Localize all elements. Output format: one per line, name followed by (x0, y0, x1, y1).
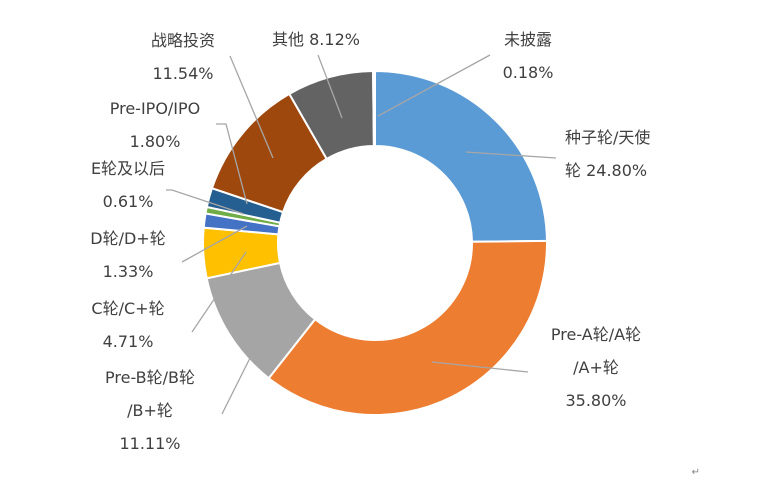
data-label-line: 1.80% (130, 132, 181, 151)
data-label-line: 轮 24.80% (565, 161, 647, 180)
data-label-line: 其他 8.12% (272, 30, 360, 49)
leader-line (166, 189, 245, 215)
leader-line (229, 55, 274, 159)
data-label: 战略投资 11.54% (151, 31, 215, 83)
data-label-line: D轮/D+轮 (90, 229, 165, 248)
data-label: 种子轮/天使轮 24.80% (565, 128, 650, 180)
leader-line (431, 361, 529, 373)
data-label-line: 0.18% (503, 63, 554, 82)
data-label-line: 种子轮/天使 (565, 128, 650, 147)
data-labels: 种子轮/天使轮 24.80% Pre-A轮/A轮/A+轮 35.80% Pre-B轮/… (90, 30, 650, 453)
data-label: Pre-A轮/A轮/A+轮 35.80% (551, 325, 641, 410)
leader-lines (166, 54, 557, 415)
donut-slice (372, 69, 376, 148)
data-label-line: C轮/C+轮 (91, 299, 164, 318)
data-label-line: 未披露 (504, 30, 552, 49)
leader-line (216, 123, 248, 205)
data-label-line: 35.80% (565, 391, 626, 410)
donut-slice (374, 69, 548, 243)
data-label-line: E轮及以后 (91, 159, 165, 178)
data-label-line: Pre-IPO/IPO (110, 99, 201, 118)
leader-line (377, 54, 491, 117)
data-label-line: 1.33% (103, 262, 154, 281)
data-label-line: 11.11% (119, 434, 180, 453)
leader-line (181, 225, 248, 263)
data-label-line: 4.71% (103, 332, 154, 351)
data-label: D轮/D+轮 1.33% (90, 229, 165, 281)
data-label: Pre-IPO/IPO 1.80% (110, 99, 201, 151)
data-label-line: 11.54% (152, 64, 213, 83)
leader-line (317, 54, 343, 119)
paragraph-mark: ↵ (691, 467, 700, 478)
data-label: 未披露 0.18% (503, 30, 554, 82)
leader-line (465, 151, 557, 159)
data-label-line: /B+轮 (127, 401, 173, 420)
data-label-line: Pre-A轮/A轮 (551, 325, 641, 344)
data-label-line: /A+轮 (573, 358, 619, 377)
donut-slices (202, 69, 548, 416)
data-label: 其他 8.12% (272, 30, 360, 49)
data-label: E轮及以后 0.61% (91, 159, 165, 211)
donut-slice (267, 239, 548, 416)
data-label: C轮/C+轮 4.71% (91, 299, 164, 351)
data-label-line: 0.61% (103, 192, 154, 211)
data-label-line: Pre-B轮/B轮 (105, 368, 195, 387)
leader-line (221, 357, 251, 415)
leader-line (191, 251, 247, 333)
data-label-line: 战略投资 (151, 31, 215, 50)
data-label: Pre-B轮/B轮/B+轮 11.11% (105, 368, 195, 453)
